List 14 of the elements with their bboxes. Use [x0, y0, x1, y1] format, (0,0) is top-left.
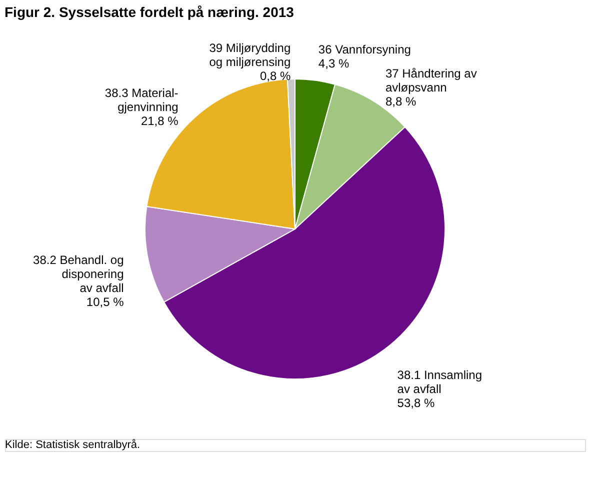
slice-label: 37 Håndtering av avløpsvann — [385, 66, 477, 94]
chart-title: Figur 2. Sysselsatte fordelt på næring. 2013 — [4, 4, 294, 20]
data-label: 21,8 % — [140, 114, 179, 128]
slice-label: 38.3 Material- gjenvinning — [104, 86, 178, 114]
data-label: 4,3 % — [318, 56, 350, 71]
data-label: 10,5 % — [86, 294, 124, 309]
data-label: 0,8 % — [260, 69, 291, 84]
slice-label: 38.1 Innsamling av avfall — [397, 368, 482, 396]
slice-label: 36 Vannforsyning — [318, 42, 411, 57]
data-label: 53,8 % — [397, 396, 435, 410]
slice-label: 38.2 Behandl. og disponering av avfall — [33, 252, 124, 295]
data-label: 8,8 % — [385, 94, 416, 108]
text: Kilde: Statistisk sentralbyrå. — [5, 439, 140, 451]
slice-label: 39 Miljørydding og miljørensing — [209, 41, 291, 70]
